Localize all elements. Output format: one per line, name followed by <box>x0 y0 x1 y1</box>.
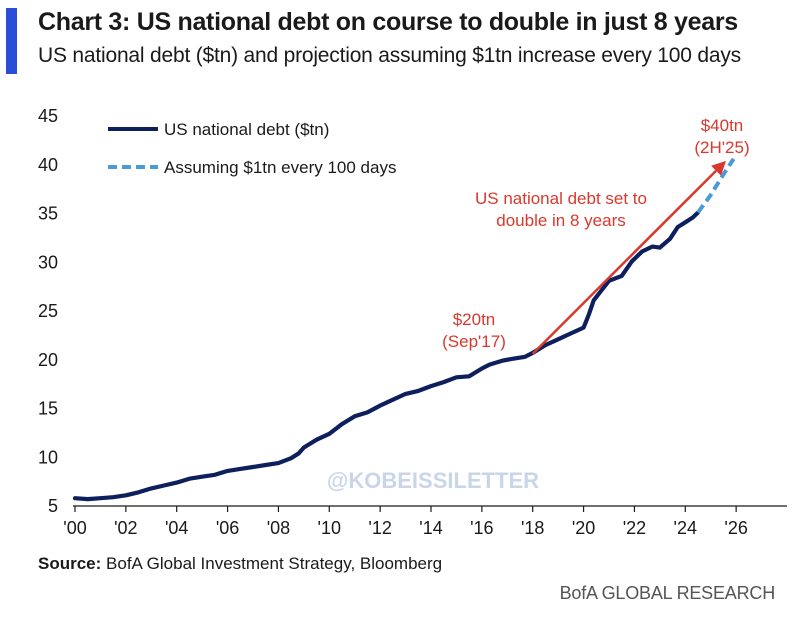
axis-layer: 5 10 15 20 25 30 35 40 45 '00 '02 '04 '06 '08 '10 '12 '1… <box>38 106 787 538</box>
series-line-actual <box>72 210 701 502</box>
annotation-label: (2H'25) <box>694 138 749 157</box>
x-tick-label: '18 <box>521 518 544 538</box>
source-text: BofA Global Investment Strategy, Bloombe… <box>101 554 443 573</box>
x-tick-label: '16 <box>470 518 493 538</box>
y-tick-label: 35 <box>38 204 58 224</box>
x-tick-label: '02 <box>114 518 137 538</box>
y-tick-label: 10 <box>38 447 58 467</box>
x-tick-label: '20 <box>572 518 595 538</box>
x-tick-label: '04 <box>165 518 188 538</box>
chart-legend: US national debt ($tn) Assuming $1tn ever… <box>108 120 396 177</box>
source-note: Source: BofA Global Investment Strategy,… <box>38 554 442 574</box>
x-tick-label: '22 <box>623 518 646 538</box>
annotation-label: (Sep'17) <box>442 332 506 351</box>
title-accent-bar <box>6 8 17 74</box>
arrow-head <box>711 160 726 176</box>
legend-label: US national debt ($tn) <box>164 120 329 139</box>
x-tick-label: '08 <box>267 518 290 538</box>
y-tick-label: 5 <box>48 496 58 516</box>
annotation-label: double in 8 years <box>496 211 625 230</box>
annotation-layer: $20tn (Sep'17) $40tn (2H'25) US national deb… <box>442 116 750 355</box>
chart-title: Chart 3: US national debt on course to d… <box>38 8 738 36</box>
y-tick-label: 30 <box>38 252 58 272</box>
annotation-label: $40tn <box>701 116 744 135</box>
series-line-projection <box>696 157 736 214</box>
y-tick-label: 15 <box>38 399 58 419</box>
y-tick-label: 45 <box>38 106 58 126</box>
y-tick-label: 25 <box>38 301 58 321</box>
annotation-label: US national debt set to <box>475 189 647 208</box>
x-tick-label: '26 <box>724 518 747 538</box>
x-tick-label: '00 <box>63 518 86 538</box>
annotation-label: $20tn <box>453 310 496 329</box>
arrow-line <box>531 169 717 355</box>
source-label: Source: <box>38 554 102 573</box>
x-tick-label: '12 <box>368 518 391 538</box>
watermark-text: @KOBEISSILETTER <box>327 468 539 493</box>
series-layer <box>72 157 736 502</box>
brand-label: BofA GLOBAL RESEARCH <box>559 583 776 603</box>
debt-line-chart: 5 10 15 20 25 30 35 40 45 '00 '02 '04 '06 '08 '10 '12 '1… <box>38 106 787 538</box>
y-tick-label: 40 <box>38 155 58 175</box>
x-tick-label: '24 <box>674 518 697 538</box>
y-tick-label: 20 <box>38 350 58 370</box>
chart-subtitle: US national debt ($tn) and projection as… <box>38 44 741 67</box>
x-tick-label: '06 <box>216 518 239 538</box>
legend-label: Assuming $1tn every 100 days <box>164 158 396 177</box>
x-tick-label: '14 <box>419 518 442 538</box>
x-tick-label: '10 <box>318 518 341 538</box>
